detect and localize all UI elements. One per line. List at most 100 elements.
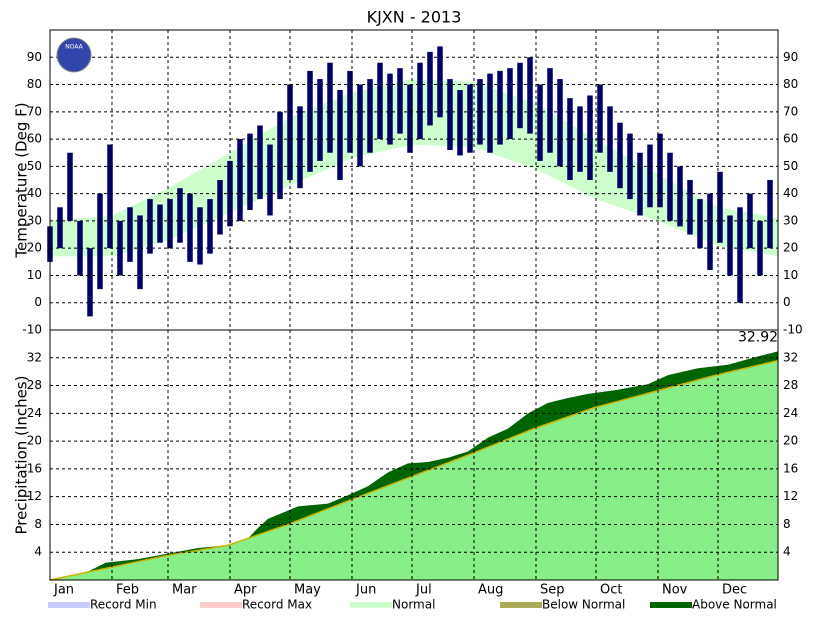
legend-label: Above Normal <box>692 598 777 612</box>
temp-bar <box>367 79 373 153</box>
temp-bar <box>627 133 633 200</box>
legend-label: Record Min <box>90 598 157 612</box>
x-tick-label: Sep <box>540 583 565 598</box>
y-tick-label: 28 <box>27 378 42 392</box>
x-tick-label: Jan <box>53 583 74 598</box>
y-tick-label-right: 50 <box>783 159 798 173</box>
x-tick-label: Mar <box>172 583 197 598</box>
y-axis-label: Temperature (Deg F) <box>13 102 31 258</box>
y-tick-label-right: 60 <box>783 132 798 146</box>
y-tick-label: 4 <box>34 545 42 559</box>
y-tick-label-right: 4 <box>783 545 791 559</box>
x-tick-label: Aug <box>478 583 503 598</box>
temp-bar <box>727 215 733 276</box>
temp-bar <box>157 204 163 243</box>
temp-bar <box>447 79 453 150</box>
legend-swatch <box>500 602 542 608</box>
y-tick-label-right: 32 <box>783 350 798 364</box>
temp-bar <box>187 193 193 262</box>
y-tick-label: 90 <box>27 50 42 64</box>
temp-bar <box>687 180 693 235</box>
temp-bar <box>667 152 673 221</box>
y-tick-label-right: 20 <box>783 241 798 255</box>
y-tick-label-right: 70 <box>783 104 798 118</box>
legend-label: Normal <box>392 598 435 612</box>
temp-bar <box>697 199 703 249</box>
temp-bar <box>677 166 683 227</box>
temp-bar <box>417 62 423 140</box>
y-tick-label-right: 80 <box>783 77 798 91</box>
temp-bar <box>167 199 173 249</box>
temp-bar <box>387 73 393 145</box>
temp-bar <box>237 139 243 221</box>
y-tick-label-right: 10 <box>783 268 798 282</box>
y-tick-label: 0 <box>34 295 42 309</box>
temp-bar <box>207 199 213 254</box>
y-tick-label: 80 <box>27 77 42 91</box>
temp-bar <box>567 98 573 180</box>
temp-bar <box>307 70 313 172</box>
temp-bar <box>327 62 333 153</box>
temp-bar <box>467 84 473 153</box>
normal-line <box>49 359 779 581</box>
temp-bar <box>147 199 153 254</box>
y-tick-label-right: 24 <box>783 406 798 420</box>
temp-bar <box>427 51 433 126</box>
y-tick-label: 16 <box>27 461 42 475</box>
logo: NOAA <box>56 37 92 73</box>
temp-bar <box>357 84 363 167</box>
temp-bar <box>337 90 343 180</box>
temp-bar <box>717 171 723 243</box>
temp-bar <box>547 68 553 153</box>
x-tick-label: Apr <box>234 583 257 598</box>
temp-bar <box>397 68 403 134</box>
y-tick-label: -10 <box>22 323 42 337</box>
x-tick-label: Dec <box>722 583 747 598</box>
temp-bar <box>587 95 593 180</box>
temp-bar <box>127 207 133 262</box>
legend-label: Record Max <box>242 598 312 612</box>
y-tick-label-right: 16 <box>783 461 798 475</box>
temp-bar <box>267 144 273 216</box>
temp-bar <box>407 84 413 153</box>
x-tick-label: Feb <box>116 583 139 598</box>
temp-bar <box>137 215 143 290</box>
legend-swatch <box>48 602 90 608</box>
y-tick-label: 30 <box>27 213 42 227</box>
temp-bar <box>617 122 623 189</box>
chart-title: KJXN - 2013 <box>367 8 462 27</box>
temp-bar <box>117 220 123 276</box>
temp-bar <box>377 62 383 140</box>
legend-swatch <box>200 602 242 608</box>
x-tick-label: Jun <box>355 583 376 598</box>
y-tick-label: 10 <box>27 268 42 282</box>
y-tick-label-right: 30 <box>783 213 798 227</box>
temp-bar <box>457 90 463 156</box>
temp-bar <box>597 84 603 153</box>
y-axis-label: Precipitation (Inches) <box>13 376 31 535</box>
legend-swatch <box>650 602 692 608</box>
temp-bar <box>67 152 73 221</box>
temp-bar <box>87 248 93 317</box>
temp-bar <box>747 193 753 249</box>
temp-bar <box>297 106 303 189</box>
temp-bar <box>637 152 643 216</box>
temp-bar <box>557 79 563 167</box>
temp-bar <box>277 111 283 200</box>
temp-bar <box>707 193 713 270</box>
temp-bar <box>657 133 663 208</box>
temp-bar <box>737 207 743 303</box>
temp-bar <box>177 188 183 243</box>
y-tick-label: 60 <box>27 132 42 146</box>
legend-swatch <box>350 602 392 608</box>
y-tick-label-right: 28 <box>783 378 798 392</box>
x-tick-label: Oct <box>600 583 622 598</box>
y-tick-label: 20 <box>27 241 42 255</box>
temp-bar <box>217 180 223 235</box>
y-tick-label: 40 <box>27 186 42 200</box>
temp-bar <box>517 62 523 129</box>
y-tick-label: 8 <box>34 517 42 531</box>
y-tick-label: 24 <box>27 406 42 420</box>
temp-bar <box>197 207 203 265</box>
